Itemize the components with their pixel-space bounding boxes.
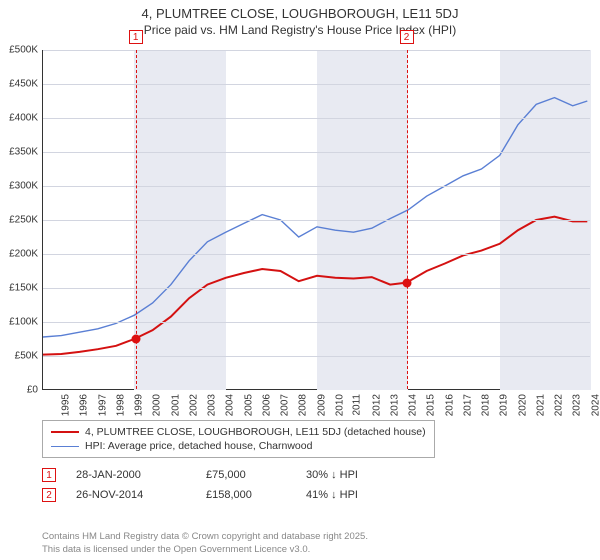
- x-axis-label: 2006: [261, 394, 281, 416]
- gridline-h: [43, 220, 590, 221]
- x-axis-label: 2020: [517, 394, 537, 416]
- footer-line2: This data is licensed under the Open Gov…: [42, 544, 590, 556]
- y-axis-label: £100K: [0, 317, 38, 328]
- gridline-h: [43, 322, 590, 323]
- y-axis-label: £400K: [0, 113, 38, 124]
- x-axis-label: 2008: [298, 394, 318, 416]
- legend-label: 4, PLUMTREE CLOSE, LOUGHBOROUGH, LE11 5D…: [85, 426, 426, 438]
- y-axis-label: £250K: [0, 215, 38, 226]
- x-axis-label: 1998: [115, 394, 135, 416]
- legend-label: HPI: Average price, detached house, Char…: [85, 440, 312, 452]
- gridline-h: [43, 152, 590, 153]
- transaction-row: 2 26-NOV-2014 £158,000 41% ↓ HPI: [42, 488, 590, 502]
- tx-diff: 41% ↓ HPI: [306, 489, 416, 501]
- gridline-h: [43, 118, 590, 119]
- chart-titles: 4, PLUMTREE CLOSE, LOUGHBOROUGH, LE11 5D…: [0, 0, 600, 37]
- tx-index-badge: 2: [42, 488, 56, 502]
- title-main: 4, PLUMTREE CLOSE, LOUGHBOROUGH, LE11 5D…: [0, 6, 600, 21]
- y-axis-label: £500K: [0, 45, 38, 56]
- x-axis-label: 2021: [535, 394, 555, 416]
- y-axis-label: £350K: [0, 147, 38, 158]
- legend-row: HPI: Average price, detached house, Char…: [51, 439, 426, 453]
- legend-row: 4, PLUMTREE CLOSE, LOUGHBOROUGH, LE11 5D…: [51, 425, 426, 439]
- x-axis-label: 2016: [444, 394, 464, 416]
- legend-and-table: 4, PLUMTREE CLOSE, LOUGHBOROUGH, LE11 5D…: [42, 420, 590, 508]
- x-axis-label: 2019: [499, 394, 519, 416]
- tx-diff: 30% ↓ HPI: [306, 469, 416, 481]
- y-axis-label: £150K: [0, 283, 38, 294]
- tx-date: 26-NOV-2014: [76, 489, 186, 501]
- y-axis-label: £300K: [0, 181, 38, 192]
- legend-swatch: [51, 446, 79, 447]
- footer-line1: Contains HM Land Registry data © Crown c…: [42, 531, 590, 543]
- x-axis-label: 2000: [152, 394, 172, 416]
- x-axis-label: 2024: [590, 394, 600, 416]
- marker-line: [407, 50, 408, 389]
- x-axis-label: 2002: [188, 394, 208, 416]
- x-axis-label: 2015: [426, 394, 446, 416]
- marker-badge: 2: [400, 30, 414, 44]
- tx-index-badge: 1: [42, 468, 56, 482]
- marker-badge: 1: [129, 30, 143, 44]
- x-axis-label: 2004: [225, 394, 245, 416]
- gridline-h: [43, 288, 590, 289]
- series-line-property: [43, 217, 587, 355]
- transaction-row: 1 28-JAN-2000 £75,000 30% ↓ HPI: [42, 468, 590, 482]
- x-axis-label: 2001: [170, 394, 190, 416]
- gridline-h: [43, 356, 590, 357]
- x-axis-label: 1996: [79, 394, 99, 416]
- x-axis-label: 2009: [316, 394, 336, 416]
- legend-swatch: [51, 431, 79, 433]
- y-axis-label: £450K: [0, 79, 38, 90]
- x-axis-label: 2012: [371, 394, 391, 416]
- x-axis-label: 2023: [572, 394, 592, 416]
- transactions-table: 1 28-JAN-2000 £75,000 30% ↓ HPI 2 26-NOV-2014…: [42, 468, 590, 502]
- title-sub: Price paid vs. HM Land Registry's House …: [0, 23, 600, 37]
- y-axis-label: £50K: [0, 351, 38, 362]
- marker-dot: [131, 335, 140, 344]
- x-axis-label: 2013: [389, 394, 409, 416]
- x-axis-label: 1995: [60, 394, 80, 416]
- chart-area: 12 £0£50K£100K£150K£200K£250K£300K£350K£…: [42, 50, 590, 410]
- plot: 12: [42, 50, 590, 390]
- tx-price: £158,000: [206, 489, 286, 501]
- x-axis-label: 2017: [462, 394, 482, 416]
- x-axis-label: 2011: [352, 394, 372, 416]
- gridline-h: [43, 50, 590, 51]
- legend-box: 4, PLUMTREE CLOSE, LOUGHBOROUGH, LE11 5D…: [42, 420, 435, 458]
- y-axis-label: £0: [0, 385, 38, 396]
- y-axis-label: £200K: [0, 249, 38, 260]
- gridline-h: [43, 254, 590, 255]
- series-line-hpi: [43, 98, 587, 337]
- gridline-h: [43, 84, 590, 85]
- gridline-h: [43, 186, 590, 187]
- marker-dot: [402, 278, 411, 287]
- tx-price: £75,000: [206, 469, 286, 481]
- x-axis-label: 1997: [97, 394, 117, 416]
- footer: Contains HM Land Registry data © Crown c…: [42, 531, 590, 556]
- x-axis-label: 2005: [243, 394, 263, 416]
- tx-date: 28-JAN-2000: [76, 469, 186, 481]
